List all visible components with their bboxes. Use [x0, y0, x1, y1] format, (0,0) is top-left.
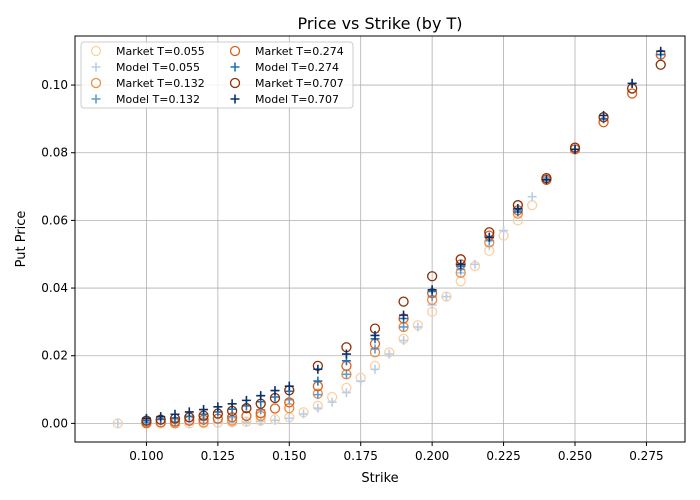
model-point	[284, 413, 294, 423]
market-point	[398, 296, 409, 307]
model-point	[599, 111, 609, 121]
y-tick-label: 0.08	[41, 146, 68, 160]
market-point	[626, 88, 638, 99]
model-point	[499, 226, 509, 236]
model-point	[270, 415, 280, 425]
model-point	[256, 391, 266, 401]
legend: Market T=0.055 Model T=0.055 Market T=0.13…	[80, 41, 354, 109]
market-point	[655, 59, 666, 70]
model-point	[184, 407, 194, 417]
y-tick-label: 0.06	[41, 213, 68, 227]
market-point	[284, 397, 295, 408]
y-tick-label: 0.04	[41, 281, 68, 295]
model-point	[370, 330, 380, 340]
model-point	[541, 175, 551, 185]
series-group	[141, 46, 666, 423]
model-point	[299, 409, 309, 419]
x-tick-label: 0.175	[344, 449, 378, 463]
x-tick-label: 0.100	[129, 449, 163, 463]
model-point	[370, 364, 380, 374]
chart-title: Price vs Strike (by T)	[297, 14, 462, 33]
model-point	[313, 376, 323, 386]
x-tick-label: 0.125	[201, 449, 235, 463]
model-point	[156, 412, 166, 422]
model-point	[341, 349, 351, 359]
x-tick-label: 0.275	[629, 449, 663, 463]
legend-label: Market T=0.132	[116, 77, 205, 90]
legend-marker	[90, 45, 102, 57]
legend-marker	[90, 77, 102, 89]
model-point	[441, 292, 451, 302]
legend-label: Model T=0.707	[255, 93, 339, 106]
x-tick-label: 0.150	[272, 449, 306, 463]
model-point	[399, 310, 409, 320]
model-point	[199, 405, 209, 415]
model-point	[113, 418, 123, 428]
legend-marker	[91, 94, 101, 104]
legend-label: Model T=0.132	[116, 93, 200, 106]
model-point	[284, 395, 294, 405]
y-tick-label: 0.02	[41, 349, 68, 363]
model-point	[213, 402, 223, 412]
model-point	[470, 259, 480, 269]
model-point	[399, 336, 409, 345]
legend-label: Market T=0.274	[255, 45, 344, 58]
x-axis-label: Strike	[361, 471, 398, 486]
model-point	[313, 403, 323, 413]
model-point	[327, 397, 337, 407]
model-point	[313, 390, 323, 400]
data-points	[112, 46, 666, 429]
legend-marker	[91, 62, 101, 72]
model-point	[513, 204, 523, 214]
y-tick-label: 0.00	[41, 416, 68, 430]
model-point	[484, 232, 494, 242]
model-point	[170, 409, 180, 419]
legend-label: Market T=0.055	[116, 45, 205, 58]
model-point	[241, 395, 251, 405]
market-point	[241, 410, 252, 422]
model-point	[313, 364, 323, 374]
model-point	[399, 322, 409, 332]
model-point	[284, 381, 294, 391]
y-axis-ticks: 0.00 0.02 0.04 0.06 0.08 0.10	[41, 78, 75, 430]
model-point	[227, 399, 237, 409]
legend-label: Model T=0.274	[255, 61, 339, 74]
model-point	[341, 369, 351, 379]
model-point	[241, 417, 251, 427]
legend-marker	[230, 62, 240, 72]
model-point	[384, 349, 394, 359]
y-tick-label: 0.10	[41, 78, 68, 92]
x-tick-label: 0.250	[558, 449, 592, 463]
model-point	[627, 78, 637, 88]
model-point	[427, 285, 437, 295]
market-point	[426, 271, 438, 282]
model-point	[413, 322, 423, 332]
legend-label: Market T=0.707	[255, 77, 344, 90]
model-point	[270, 386, 280, 396]
legend-box	[80, 41, 354, 109]
model-point	[456, 259, 466, 269]
legend-marker	[229, 45, 241, 57]
model-point	[527, 192, 537, 202]
model-point	[341, 388, 351, 398]
model-point	[141, 413, 151, 423]
model-point	[570, 144, 580, 154]
legend-label: Model T=0.055	[116, 61, 200, 74]
model-point	[356, 376, 366, 386]
model-point	[656, 46, 666, 56]
x-axis-ticks: 0.100 0.125 0.150 0.175 0.200 0.225 0.250 0.275	[129, 442, 664, 463]
plot-frame	[74, 35, 686, 443]
legend-marker	[230, 94, 240, 104]
market-point	[269, 403, 281, 414]
y-axis-label: Put Price	[14, 211, 29, 268]
x-tick-label: 0.225	[486, 449, 520, 463]
x-tick-label: 0.200	[415, 449, 449, 463]
legend-marker	[229, 77, 241, 89]
